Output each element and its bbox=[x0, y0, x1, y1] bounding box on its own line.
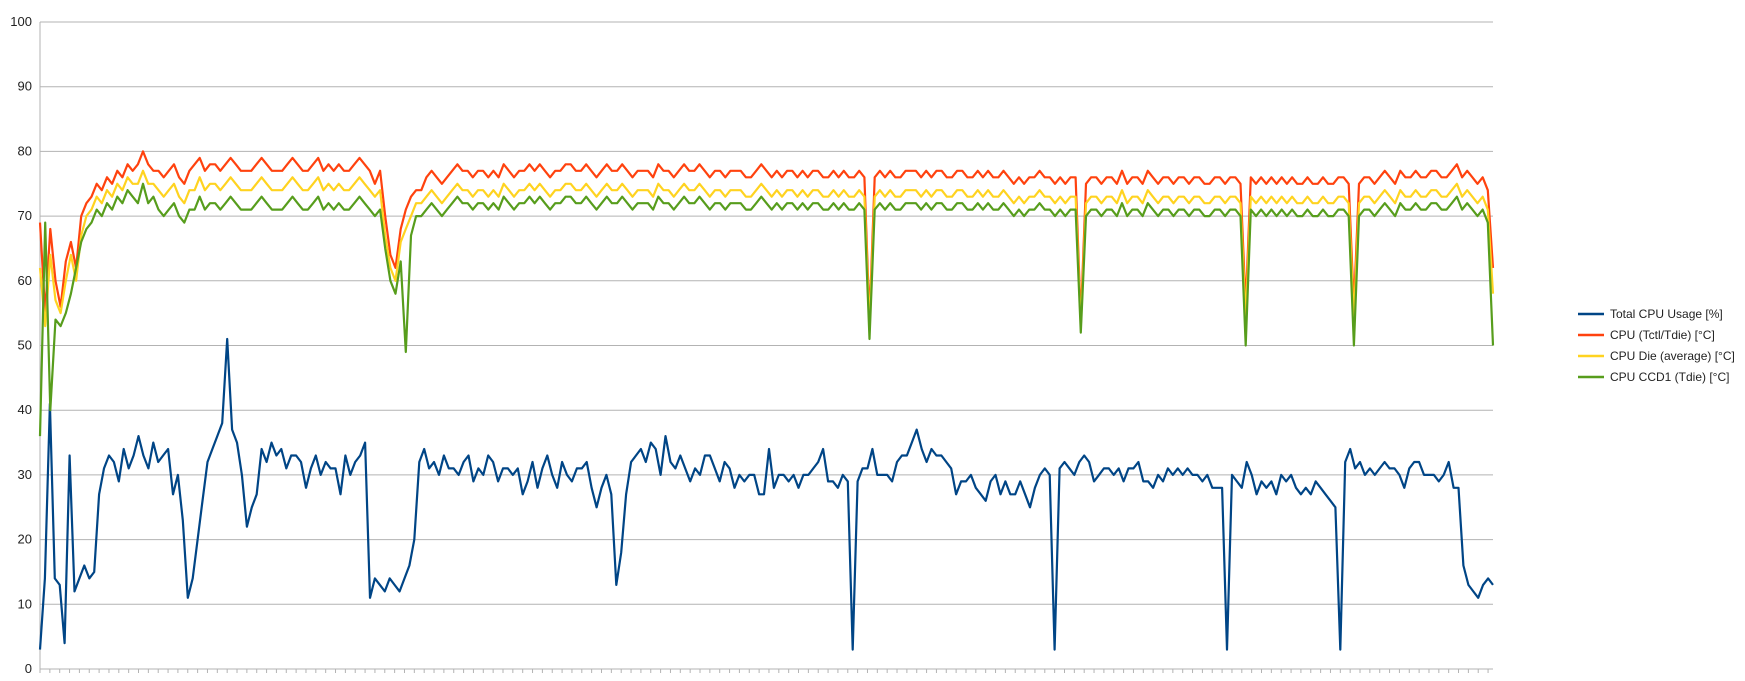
y-tick-label: 90 bbox=[18, 79, 32, 94]
y-tick-label: 80 bbox=[18, 143, 32, 158]
y-tick-label: 30 bbox=[18, 467, 32, 482]
legend-label: CPU Die (average) [°C] bbox=[1610, 349, 1735, 363]
series-lines bbox=[38, 150, 1495, 651]
legend-label: CPU (Tctl/Tdie) [°C] bbox=[1610, 328, 1715, 342]
legend-label: CPU CCD1 (Tdie) [°C] bbox=[1610, 370, 1729, 384]
y-tick-label: 50 bbox=[18, 338, 32, 353]
series-line-3 bbox=[38, 182, 1495, 437]
gridlines bbox=[40, 21, 1493, 670]
x-axis bbox=[39, 668, 1493, 673]
y-tick-label: 10 bbox=[18, 596, 32, 611]
y-tick-label: 20 bbox=[18, 532, 32, 547]
y-tick-label: 100 bbox=[10, 14, 32, 29]
legend: Total CPU Usage [%] CPU (Tctl/Tdie) [°C] C… bbox=[1578, 307, 1735, 384]
y-axis: 0 10 20 30 40 50 60 70 80 90 100 bbox=[10, 14, 41, 676]
y-tick-label: 40 bbox=[18, 402, 32, 417]
y-tick-label: 60 bbox=[18, 273, 32, 288]
series-line-2 bbox=[38, 169, 1495, 328]
legend-label: Total CPU Usage [%] bbox=[1610, 307, 1723, 321]
series-line-1 bbox=[38, 150, 1495, 321]
y-tick-label: 0 bbox=[25, 661, 32, 676]
series-line-0 bbox=[38, 337, 1494, 651]
y-tick-label: 70 bbox=[18, 208, 32, 223]
